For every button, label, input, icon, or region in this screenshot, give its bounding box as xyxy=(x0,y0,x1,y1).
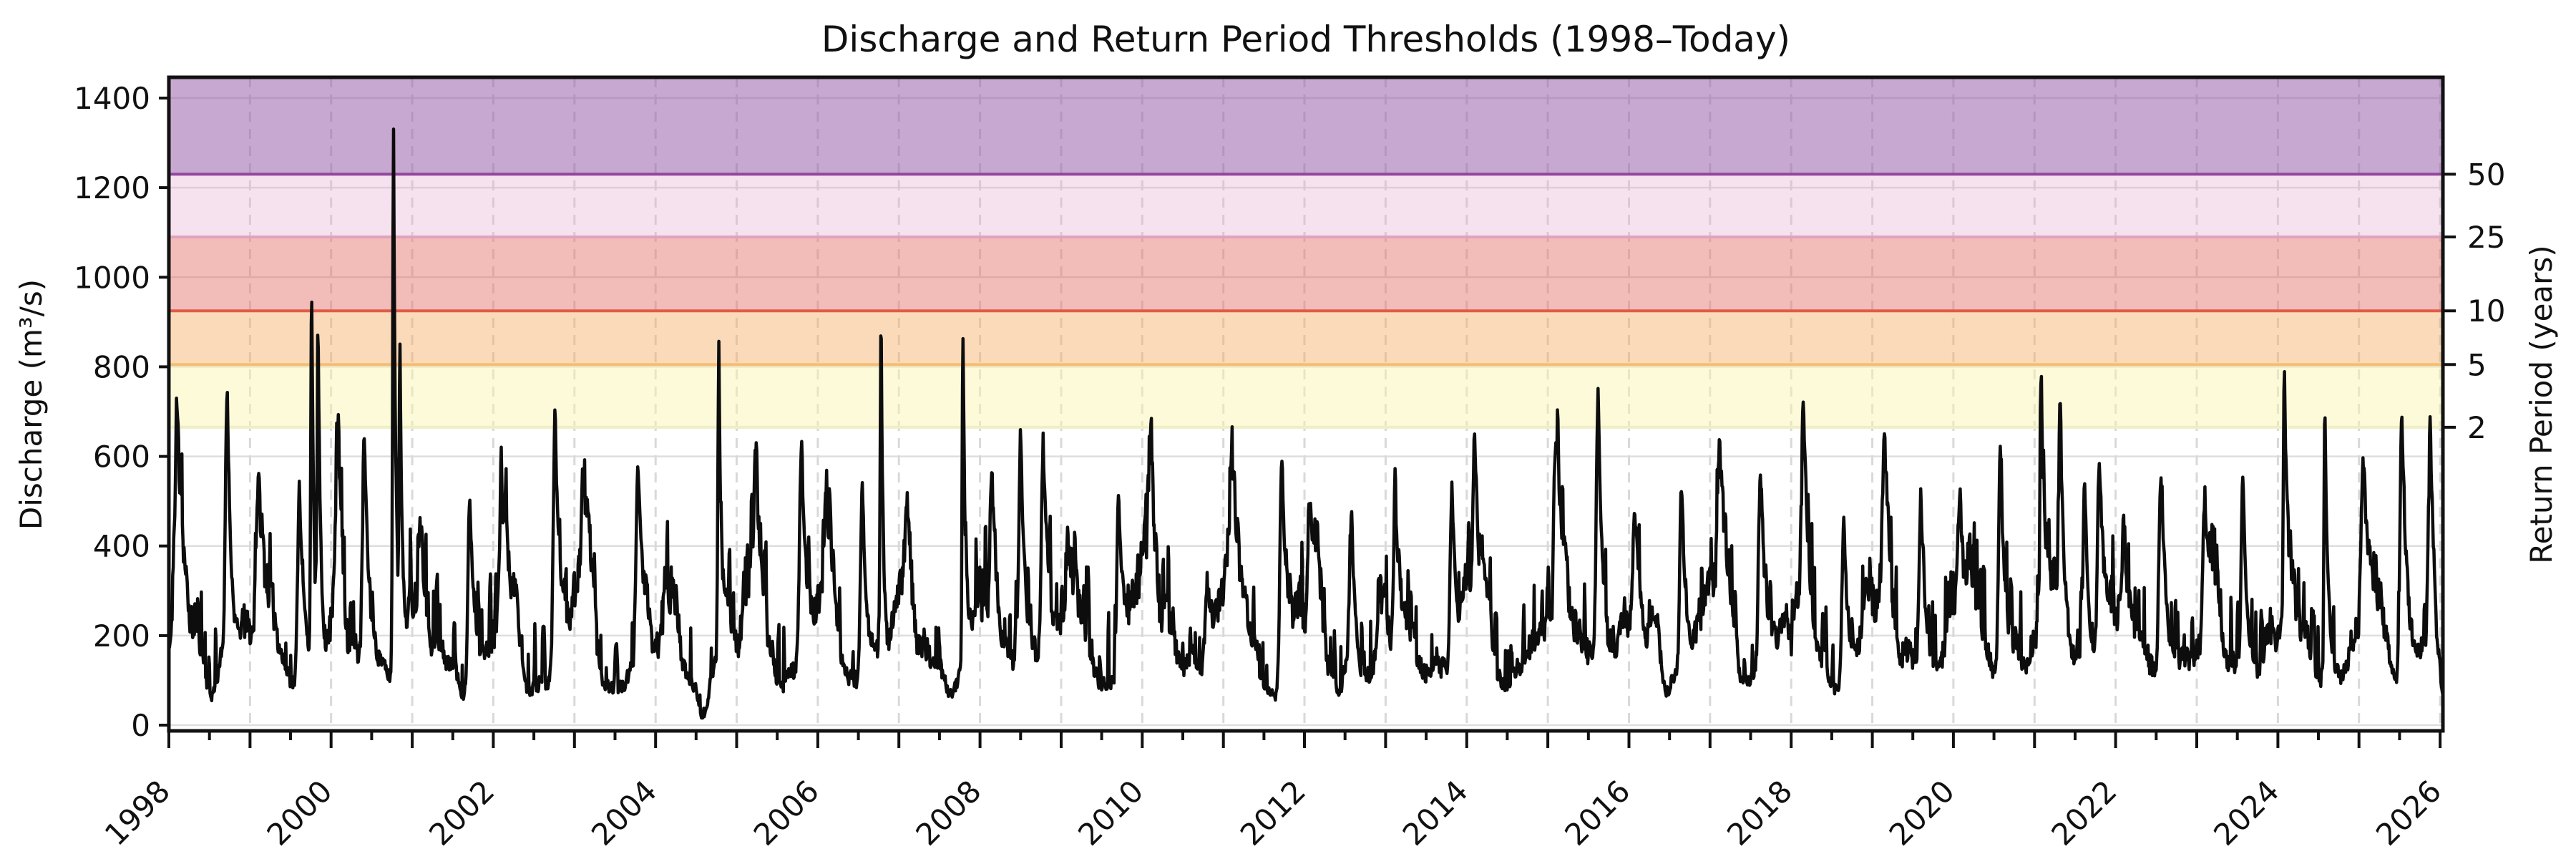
x-tick-label: 2010 xyxy=(1071,773,1150,852)
x-tick-label: 2016 xyxy=(1558,773,1636,852)
y-tick-label: 1200 xyxy=(74,170,150,205)
x-tick-label: 1998 xyxy=(98,773,177,852)
x-tick-label: 2018 xyxy=(1720,773,1799,852)
x-tick-label: 2000 xyxy=(260,773,339,852)
band-25yr xyxy=(169,174,2443,237)
x-tick-label: 2014 xyxy=(1396,773,1475,852)
x-tick-label: 2002 xyxy=(422,773,501,852)
x-tick-label: 2004 xyxy=(585,773,663,852)
y2-tick-label: 25 xyxy=(2467,220,2505,255)
y-tick-label: 1400 xyxy=(74,81,150,116)
band-50yr xyxy=(169,77,2443,175)
y2-axis-label: Return Period (years) xyxy=(2524,245,2559,563)
x-tick-label: 2008 xyxy=(909,773,987,852)
y-tick-label: 200 xyxy=(93,618,150,654)
x-tick-label: 2012 xyxy=(1234,773,1312,852)
x-tick-label: 2024 xyxy=(2207,773,2285,852)
y-tick-label: 1000 xyxy=(74,260,150,295)
y-tick-label: 800 xyxy=(93,349,150,384)
axis-ticks xyxy=(159,97,2456,748)
y-tick-label: 400 xyxy=(93,529,150,564)
y2-tick-label: 2 xyxy=(2467,410,2487,445)
y-axis-label: Discharge (m³/s) xyxy=(14,279,49,530)
return-period-bands xyxy=(169,77,2443,427)
vertical-gridlines xyxy=(248,77,2441,731)
return-period-threshold-lines xyxy=(169,173,2443,429)
y2-tick-label: 50 xyxy=(2467,157,2505,192)
horizontal-gridlines xyxy=(169,97,2443,727)
y-tick-label: 600 xyxy=(93,440,150,475)
y-tick-label: 0 xyxy=(131,708,150,743)
band-10yr xyxy=(169,237,2443,311)
band-5yr xyxy=(169,311,2443,365)
x-tick-label: 2022 xyxy=(2044,773,2123,852)
discharge-series-line xyxy=(167,127,2444,720)
chart-title: Discharge and Return Period Thresholds (… xyxy=(821,19,1790,60)
y2-tick-label: 10 xyxy=(2467,293,2505,329)
x-tick-label: 2026 xyxy=(2369,773,2448,852)
x-tick-label: 2020 xyxy=(1883,773,1961,852)
band-2yr xyxy=(169,364,2443,427)
y2-tick-label: 5 xyxy=(2467,347,2487,382)
x-tick-label: 2006 xyxy=(747,773,826,852)
